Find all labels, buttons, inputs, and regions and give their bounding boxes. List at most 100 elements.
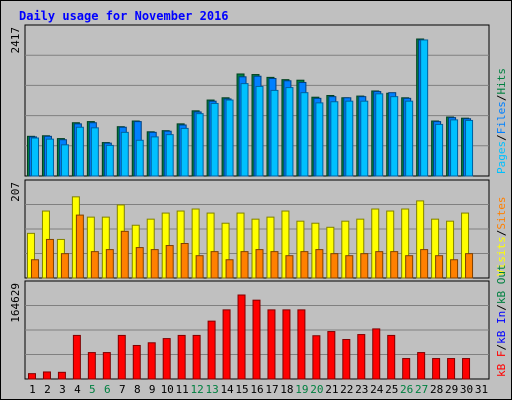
bar-kb-f-day-2	[42, 371, 51, 380]
x-tick-label-8: 8	[134, 383, 141, 396]
bar-pages-day-11	[180, 127, 189, 177]
bar-sites-day-22	[345, 255, 354, 279]
bar-kb-f-day-21	[327, 331, 336, 380]
x-tick-label-28: 28	[430, 383, 443, 396]
bar-sites-day-5	[90, 251, 99, 279]
bar-kb-f-day-26	[402, 358, 411, 380]
bar-pages-day-24	[375, 93, 384, 177]
bar-sites-day-19	[300, 251, 309, 279]
legend-part: /	[495, 230, 508, 237]
bar-kb-f-day-3	[57, 371, 66, 380]
bar-pages-day-20	[315, 102, 324, 177]
panel-visits-sites: 207 Visits/Sites	[9, 179, 508, 279]
bar-kb-f-day-12	[192, 334, 201, 380]
bar-sites-day-26	[405, 255, 414, 279]
bar-sites-day-23	[360, 253, 369, 279]
bar-pages-day-19	[300, 92, 309, 177]
legend-part: /	[495, 344, 508, 351]
legend-part: kB Out	[495, 264, 508, 304]
bar-pages-day-25	[390, 96, 399, 177]
bar-kb-f-day-24	[372, 328, 381, 380]
bar-sites-day-27	[420, 249, 429, 279]
bar-kb-f-day-4	[72, 334, 81, 380]
bar-sites-day-29	[450, 259, 459, 279]
bar-sites-day-17	[270, 251, 279, 279]
bar-kb-f-day-23	[357, 334, 366, 380]
bar-pages-day-17	[270, 89, 279, 177]
x-tick-label-27: 27	[415, 383, 428, 396]
bar-sites-day-16	[255, 249, 264, 279]
x-tick-label-21: 21	[325, 383, 338, 396]
bar-kb-f-day-8	[132, 344, 141, 380]
bar-sites-day-28	[435, 255, 444, 279]
legend-part: Hits	[495, 68, 508, 95]
x-tick-label-22: 22	[340, 383, 353, 396]
bar-pages-day-13	[210, 102, 219, 177]
bar-kb-f-day-13	[207, 320, 216, 380]
bar-kb-f-day-20	[312, 335, 321, 380]
bar-kb-f-day-19	[297, 309, 306, 380]
bar-pages-day-8	[135, 139, 144, 177]
legend-part: Sites	[495, 197, 508, 230]
x-tick-label-11: 11	[176, 383, 189, 396]
right-axis-legend: Pages/Files/Hits	[495, 68, 508, 174]
bar-pages-day-26	[405, 100, 414, 177]
x-tick-label-13: 13	[205, 383, 218, 396]
bar-kb-f-day-11	[177, 334, 186, 380]
x-tick-label-6: 6	[104, 383, 111, 396]
legend-part: /	[495, 134, 508, 141]
bar-sites-day-7	[120, 230, 129, 279]
x-tick-label-3: 3	[59, 383, 66, 396]
x-tick-label-14: 14	[220, 383, 234, 396]
bar-pages-day-1	[30, 137, 39, 177]
bar-pages-day-27	[420, 39, 429, 177]
bar-kb-f-day-9	[147, 342, 156, 380]
x-tick-label-2: 2	[44, 383, 51, 396]
bar-sites-day-10	[165, 245, 174, 279]
bar-pages-day-6	[105, 144, 114, 177]
x-tick-label-17: 17	[265, 383, 278, 396]
y-max-label: 207	[9, 182, 22, 202]
x-tick-label-10: 10	[161, 383, 174, 396]
bar-sites-day-15	[240, 251, 249, 279]
legend-part: /	[495, 304, 508, 311]
legend-part: kB In	[495, 311, 508, 344]
bar-pages-day-22	[345, 100, 354, 177]
x-tick-label-31: 31	[475, 383, 488, 396]
bar-pages-day-18	[285, 87, 294, 177]
x-tick-label-20: 20	[310, 383, 323, 396]
bar-kb-f-day-25	[387, 334, 396, 380]
bar-sites-day-8	[135, 247, 144, 279]
bar-pages-day-10	[165, 134, 174, 177]
x-tick-label-4: 4	[74, 383, 81, 396]
bar-pages-day-30	[465, 119, 474, 177]
bar-kb-f-day-30	[462, 358, 471, 380]
bar-pages-day-14	[225, 99, 234, 177]
x-tick-label-19: 19	[295, 383, 308, 396]
bar-sites-day-9	[150, 249, 159, 279]
x-tick-label-5: 5	[89, 383, 96, 396]
bar-pages-day-23	[360, 100, 369, 177]
bar-kb-f-day-6	[102, 352, 111, 380]
bar-sites-day-24	[375, 251, 384, 279]
bar-sites-day-14	[225, 259, 234, 279]
x-tick-label-26: 26	[400, 383, 413, 396]
bar-sites-day-4	[75, 214, 84, 279]
bar-sites-day-1	[30, 259, 39, 279]
bar-kb-f-day-27	[417, 352, 426, 380]
x-axis-day-labels: 1 2 3 4 5 6 7 8 9 10 11 12 13 14 15 16 17 18 19 20 21 22 23 24 2…	[29, 383, 488, 396]
legend-part: Visits	[495, 236, 508, 276]
bar-kb-f-day-16	[252, 299, 261, 380]
bar-kb-f-day-5	[87, 352, 96, 380]
bar-pages-day-3	[60, 144, 69, 177]
bar-kb-f-day-15	[237, 294, 246, 380]
x-tick-label-1: 1	[29, 383, 36, 396]
legend-part: kB F	[495, 351, 508, 378]
bar-pages-day-15	[240, 83, 249, 177]
x-tick-label-24: 24	[370, 383, 384, 396]
bar-pages-day-21	[330, 101, 339, 177]
bar-sites-day-11	[180, 243, 189, 279]
